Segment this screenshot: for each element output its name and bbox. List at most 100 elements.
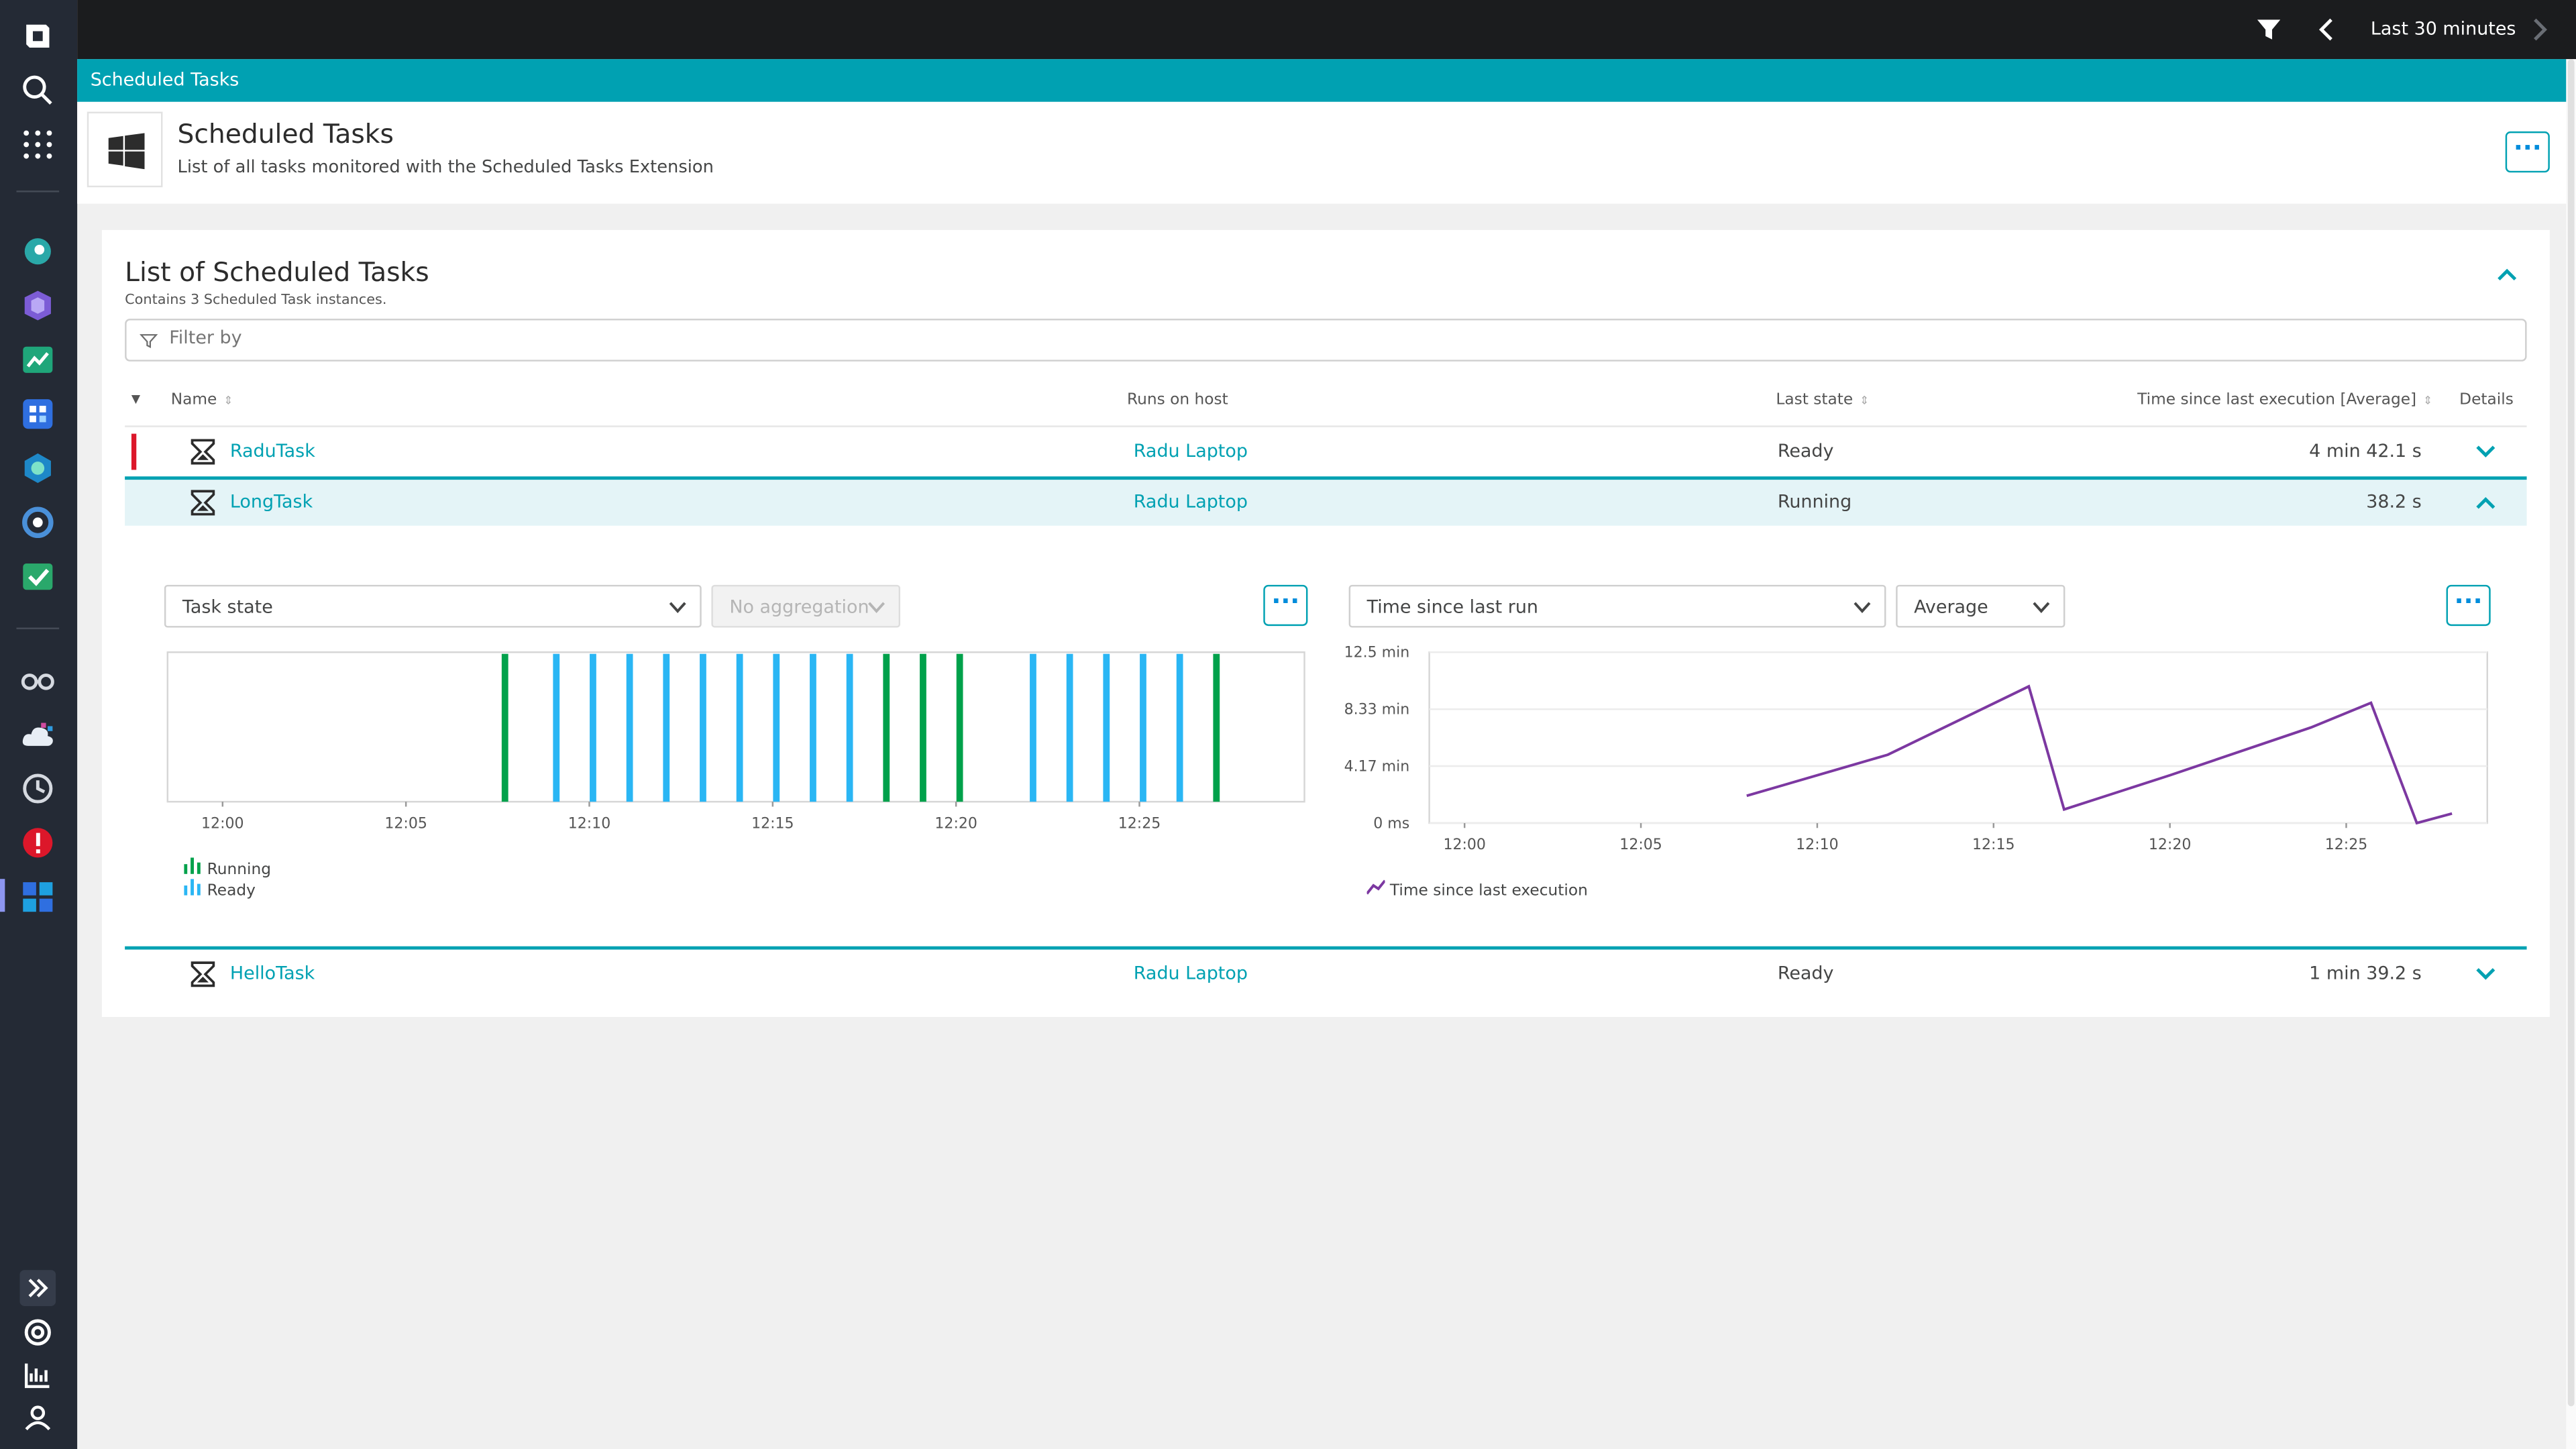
collapse-card-icon[interactable] — [2494, 261, 2520, 287]
task-state: Ready — [1777, 440, 1834, 462]
sidebar-active-indicator — [0, 879, 5, 912]
binoculars-icon[interactable] — [19, 662, 56, 698]
bar-running — [501, 653, 508, 802]
settings-app-icon[interactable] — [19, 504, 56, 541]
bar-ready — [1103, 653, 1110, 802]
aggregation-select[interactable]: Average — [1896, 584, 2065, 628]
task-name-link[interactable]: LongTask — [229, 491, 313, 513]
bar-ready — [1140, 653, 1146, 802]
breadcrumb-item[interactable]: Scheduled Tasks — [90, 68, 239, 91]
chevron-down-icon — [1854, 602, 1871, 613]
card-subtitle: Contains 3 Scheduled Task instances. — [125, 292, 387, 309]
aggregation-select-value: No aggregation — [729, 596, 869, 618]
legend-label: Running — [207, 861, 272, 879]
extensions-app-icon[interactable] — [19, 879, 56, 915]
bar-running — [920, 653, 926, 802]
legend-item-time-since-last-execution[interactable]: Time since last execution — [1366, 879, 1588, 901]
y-tick-label: 4.17 min — [1344, 758, 1410, 775]
page-header: Scheduled Tasks List of all tasks monito… — [77, 101, 2567, 204]
metric-select[interactable]: Task state — [164, 584, 702, 628]
bar-ready — [553, 653, 560, 802]
y-tick-label: 0 ms — [1373, 815, 1409, 832]
infrastructure-app-icon[interactable] — [19, 450, 56, 486]
bar-ready — [1176, 653, 1183, 802]
x-tick-label: 12:20 — [934, 815, 977, 832]
kubernetes-app-icon[interactable] — [19, 288, 56, 324]
expand-row-chevron-icon[interactable] — [2474, 440, 2497, 463]
analytics-icon[interactable] — [19, 1357, 56, 1393]
sort-icon: ⇕ — [1859, 394, 1870, 408]
legend-item-ready[interactable]: Ready — [184, 879, 256, 900]
task-name-link[interactable]: HelloTask — [229, 963, 315, 984]
bar-ready — [773, 653, 780, 802]
bar-chart-icon — [184, 879, 201, 896]
bar-ready — [736, 653, 743, 802]
aggregation-select-disabled: No aggregation — [711, 584, 901, 628]
task-state-chart: 12:00 12:05 12:10 12:15 12:20 12:25 — [166, 651, 1305, 832]
expand-row-chevron-icon[interactable] — [2474, 963, 2497, 985]
checklist-app-icon[interactable] — [19, 559, 56, 595]
filter-icon[interactable] — [2254, 15, 2284, 44]
observability-app-icon[interactable] — [19, 233, 56, 270]
apps-grid-icon[interactable] — [19, 127, 56, 163]
right-chart-more-button[interactable]: ··· — [2446, 584, 2491, 627]
hourglass-icon — [191, 961, 215, 987]
services-app-icon[interactable] — [19, 396, 56, 432]
problems-icon[interactable] — [19, 824, 56, 861]
column-header-time[interactable]: Time since last execution [Average] ⇕ — [2137, 391, 2432, 409]
time-since-execution: 4 min 42.1 s — [2309, 440, 2422, 462]
metric-select-value: Time since last run — [1366, 596, 1538, 618]
time-since-execution: 1 min 39.2 s — [2309, 963, 2422, 984]
line-chart-icon — [1366, 879, 1387, 895]
search-icon[interactable] — [19, 72, 56, 109]
chevron-left-icon[interactable] — [2312, 15, 2341, 44]
table-row[interactable]: RaduTask Radu Laptop Ready 4 min 42.1 s — [125, 425, 2527, 474]
metric-select[interactable]: Time since last run — [1348, 584, 1886, 628]
filter-icon — [140, 334, 158, 348]
dynatrace-logo-icon[interactable] — [19, 18, 56, 54]
table-row[interactable]: HelloTask Radu Laptop Ready 1 min 39.2 s — [125, 950, 2526, 999]
host-link[interactable]: Radu Laptop — [1133, 491, 1248, 513]
bar-ready — [590, 653, 596, 802]
legend-item-running[interactable]: Running — [184, 857, 271, 879]
chevron-right-icon[interactable] — [2525, 15, 2555, 44]
column-label: Runs on host — [1127, 390, 1228, 409]
task-name-link[interactable]: RaduTask — [229, 440, 315, 462]
table-row-selected[interactable]: LongTask Radu Laptop Running 38.2 s — [125, 476, 2527, 526]
aggregation-select-value: Average — [1914, 596, 1988, 618]
cloud-app-icon[interactable] — [19, 718, 56, 754]
collapse-row-chevron-icon[interactable] — [2474, 491, 2497, 514]
column-header-name[interactable]: Name ⇕ — [171, 391, 233, 409]
breadcrumb: Scheduled Tasks — [77, 59, 2567, 102]
filter-input[interactable] — [169, 327, 1484, 349]
page-more-button[interactable]: ··· — [2505, 131, 2550, 173]
scrollbar[interactable] — [2566, 59, 2576, 1449]
clock-icon[interactable] — [19, 771, 56, 807]
x-tick-label: 12:25 — [2325, 837, 2368, 851]
legend-label: Time since last execution — [1389, 882, 1588, 901]
bar-chart-icon — [184, 857, 201, 874]
timeframe-selector[interactable]: Last 30 minutes — [2370, 17, 2516, 40]
scrollbar-thumb[interactable] — [2567, 59, 2575, 1407]
bar-ready — [1030, 653, 1036, 802]
error-indicator — [131, 433, 137, 470]
help-icon[interactable] — [19, 1314, 56, 1350]
series-line-time-since-last-execution — [1746, 684, 2453, 825]
host-link[interactable]: Radu Laptop — [1133, 963, 1248, 984]
bar-ready — [1066, 653, 1073, 802]
metric-select-value: Task state — [182, 596, 273, 618]
left-chart-more-button[interactable]: ··· — [1263, 584, 1308, 627]
user-icon[interactable] — [19, 1400, 56, 1436]
card-title: List of Scheduled Tasks — [125, 256, 429, 288]
expand-sidebar-icon[interactable] — [19, 1270, 56, 1306]
column-header-state[interactable]: Last state ⇕ — [1776, 391, 1869, 409]
time-since-last-run-chart: 12.5 min 8.33 min 4.17 min 0 ms 12:00 12:05 12… — [1344, 645, 2489, 851]
sort-all-toggle[interactable]: ▼ — [131, 392, 141, 406]
bar-running — [883, 653, 890, 802]
column-label: Time since last execution [Average] — [2137, 390, 2417, 409]
x-tick-label: 12:00 — [201, 815, 244, 832]
task-state: Running — [1777, 491, 1852, 513]
dashboards-app-icon[interactable] — [19, 341, 56, 378]
filter-field[interactable] — [125, 319, 2527, 362]
host-link[interactable]: Radu Laptop — [1133, 440, 1248, 462]
